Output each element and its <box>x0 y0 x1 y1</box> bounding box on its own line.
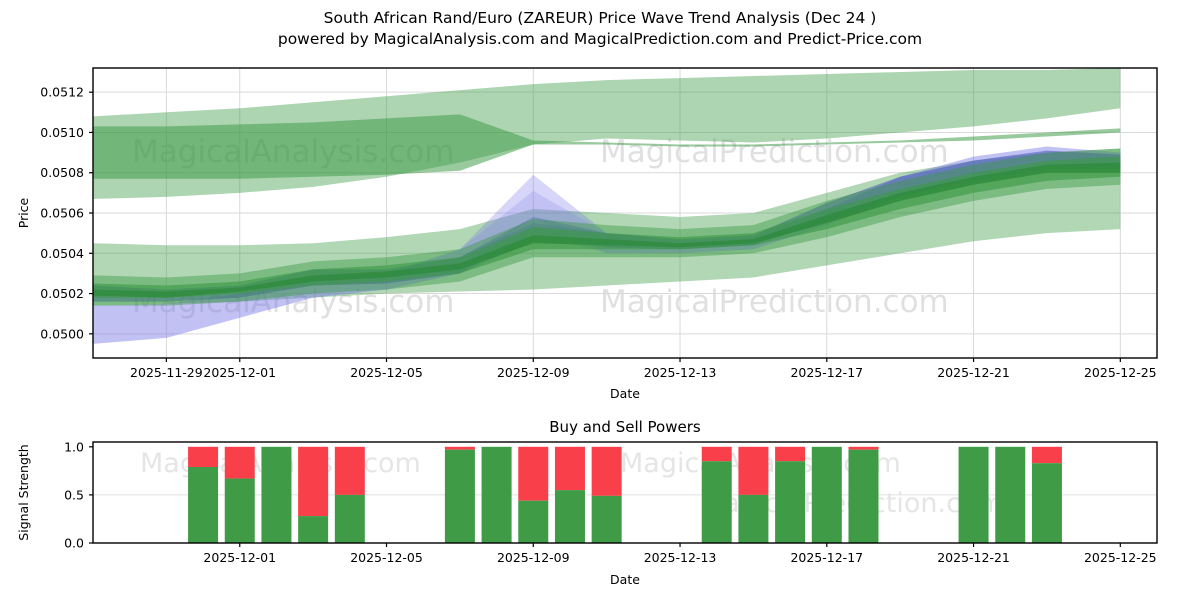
y-tick-label-bars: 1.0 <box>64 439 84 454</box>
x-tick-label-bars: 2025-12-13 <box>644 550 717 565</box>
watermark-text: MagicalPrediction.com <box>600 134 949 170</box>
y-tick-label-bars: 0.0 <box>64 536 84 551</box>
bar-segment-sell[interactable] <box>775 446 806 462</box>
bar-segment-sell[interactable] <box>298 446 329 517</box>
plot-frame-bars <box>92 441 1158 544</box>
bar-segment-sell[interactable] <box>334 446 365 495</box>
x-tick-label-bars: 2025-12-25 <box>1084 550 1157 565</box>
bar-segment-buy[interactable] <box>188 467 219 543</box>
chart-subtitle: powered by MagicalAnalysis.com and Magic… <box>277 30 923 48</box>
x-tick-label-bars: 2025-12-09 <box>497 550 570 565</box>
y-axis-label-price: Price <box>16 197 31 228</box>
x-tick-label-price: 2025-12-17 <box>790 365 863 380</box>
bar-segment-buy[interactable] <box>334 494 365 543</box>
bar-segment-sell[interactable] <box>518 446 549 501</box>
y-tick-label-bars: 0.5 <box>64 487 84 502</box>
bar-segment-sell[interactable] <box>188 446 219 468</box>
page-title: South African Rand/Euro (ZAREUR) Price W… <box>0 8 1200 50</box>
bar-segment-sell[interactable] <box>848 446 879 450</box>
bar-segment-buy[interactable] <box>738 494 769 543</box>
x-tick-label-price: 2025-12-05 <box>350 365 423 380</box>
bar-segment-sell[interactable] <box>738 446 769 495</box>
x-tick-label-price: 2025-11-29 <box>130 365 203 380</box>
y-tick-label-price: 0.0502 <box>40 286 84 301</box>
x-tick-label-price: 2025-12-21 <box>937 365 1010 380</box>
bar-segment-buy[interactable] <box>518 500 549 543</box>
x-tick-label-price: 2025-12-09 <box>497 365 570 380</box>
y-tick-label-price: 0.0510 <box>40 125 84 140</box>
x-tick-label-bars: 2025-12-05 <box>350 550 423 565</box>
bar-segment-buy[interactable] <box>775 461 806 543</box>
bar-segment-buy[interactable] <box>444 449 475 543</box>
chart-title: South African Rand/Euro (ZAREUR) Price W… <box>323 9 877 27</box>
bar-segment-buy[interactable] <box>848 449 879 543</box>
x-axis-label-price: Date <box>610 386 640 401</box>
bar-segment-buy[interactable] <box>1031 463 1062 543</box>
price-band <box>93 148 1121 306</box>
x-tick-label-bars: 2025-12-21 <box>937 550 1010 565</box>
x-tick-label-price: 2025-12-13 <box>644 365 717 380</box>
y-axis-label-bars: Signal Strength <box>16 444 31 540</box>
bar-segment-buy[interactable] <box>995 446 1026 543</box>
bar-segment-sell[interactable] <box>444 446 475 450</box>
y-tick-label-price: 0.0506 <box>40 206 84 221</box>
x-tick-label-price: 2025-12-25 <box>1084 365 1157 380</box>
bar-segment-sell[interactable] <box>701 446 732 462</box>
bar-segment-buy[interactable] <box>554 490 585 543</box>
bar-chart-title: Buy and Sell Powers <box>549 418 701 436</box>
y-tick-label-price: 0.0512 <box>40 85 84 100</box>
bar-segment-buy[interactable] <box>701 461 732 543</box>
bar-segment-buy[interactable] <box>261 446 292 543</box>
bar-segment-sell[interactable] <box>591 446 622 496</box>
price-band <box>93 114 1121 179</box>
bar-segment-sell[interactable] <box>224 446 255 479</box>
bar-segment-buy[interactable] <box>481 446 512 543</box>
x-tick-label-bars: 2025-12-17 <box>790 550 863 565</box>
y-tick-label-price: 0.0508 <box>40 165 84 180</box>
price-band <box>93 148 1121 306</box>
bar-segment-buy[interactable] <box>224 478 255 543</box>
bar-segment-buy[interactable] <box>298 516 329 543</box>
bar-segment-buy[interactable] <box>591 495 622 543</box>
bar-segment-sell[interactable] <box>554 446 585 491</box>
y-tick-label-price: 0.0504 <box>40 246 84 261</box>
bar-segment-sell[interactable] <box>1031 446 1062 464</box>
bar-segment-buy[interactable] <box>811 446 842 543</box>
x-tick-label-bars: 2025-12-01 <box>203 550 276 565</box>
watermark-text: MagicalPrediction.com <box>600 284 949 320</box>
bar-segment-buy[interactable] <box>958 446 989 543</box>
x-axis-label-bars: Date <box>610 572 640 587</box>
y-tick-label-price: 0.0500 <box>40 326 84 341</box>
price-band-core <box>93 162 1121 298</box>
x-tick-label-price: 2025-12-01 <box>203 365 276 380</box>
